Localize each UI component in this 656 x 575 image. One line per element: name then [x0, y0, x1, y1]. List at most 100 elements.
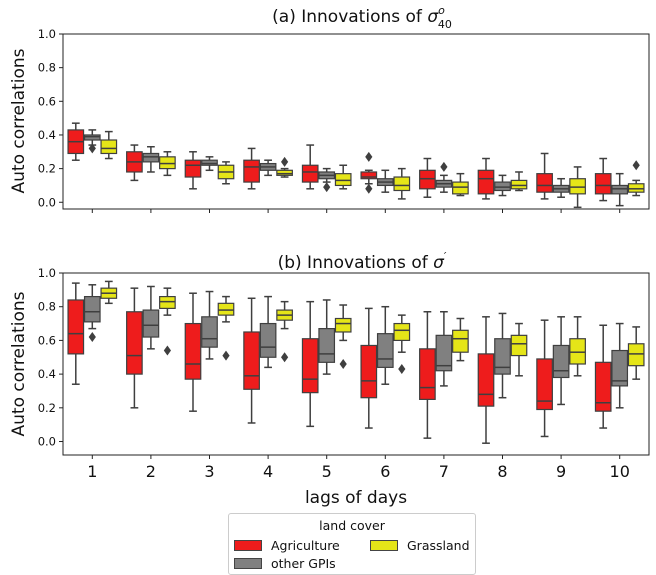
outlier-marker — [222, 350, 230, 361]
outlier-marker — [323, 182, 331, 193]
box-agriculture — [301, 338, 319, 394]
box-grassland — [452, 181, 469, 195]
box-grassland — [159, 156, 176, 170]
y-tick-label: 0.4 — [38, 128, 56, 142]
x-tick-label: 1 — [87, 462, 97, 481]
x-tick-label: 7 — [439, 462, 449, 481]
box-grassland — [627, 183, 645, 193]
box-agriculture — [419, 169, 436, 190]
outlier-marker — [632, 160, 640, 171]
outlier-marker — [163, 345, 171, 356]
y-tick-label: 1.0 — [38, 27, 56, 41]
box-grassland — [510, 334, 528, 357]
legend-label-agriculture: Agriculture — [271, 538, 340, 553]
box-agriculture — [243, 331, 260, 390]
box-other-gpis — [611, 349, 629, 387]
legend-swatch-other-gpis — [234, 558, 262, 569]
x-tick-label: 4 — [263, 462, 273, 481]
box-grassland — [276, 169, 293, 176]
box-other-gpis — [494, 181, 511, 192]
box-other-gpis — [201, 159, 218, 166]
y-tick-label: 0.8 — [38, 300, 56, 314]
y-tick-label: 0.2 — [38, 162, 56, 176]
x-tick-label: 8 — [497, 462, 507, 481]
outlier-marker — [398, 364, 406, 375]
legend-item-other-gpis: other GPIs — [234, 556, 336, 571]
box-other-gpis — [435, 334, 453, 372]
legend-swatch-grassland — [370, 540, 398, 551]
x-tick-label: 6 — [380, 462, 390, 481]
box-other-gpis — [83, 295, 101, 323]
y-tick-label: 0.0 — [38, 195, 56, 209]
box-other-gpis — [259, 322, 277, 358]
legend-title: land cover — [319, 518, 385, 533]
y-tick-label: 1.0 — [38, 266, 56, 280]
box-agriculture — [184, 322, 202, 380]
chart-title: (a) Innovations of σo 40 — [272, 4, 452, 31]
y-tick-label: 0.6 — [38, 94, 56, 108]
x-tick-label: 9 — [556, 462, 566, 481]
box-agriculture — [360, 344, 378, 399]
box-agriculture — [301, 164, 319, 183]
box-agriculture — [419, 348, 436, 400]
legend-swatch-agriculture — [234, 540, 262, 551]
box-grassland — [334, 173, 352, 187]
box-grassland — [569, 338, 586, 365]
box-agriculture — [477, 353, 495, 407]
box-agriculture — [184, 159, 202, 178]
box-agriculture — [126, 311, 143, 375]
x-tick-label: 5 — [322, 462, 332, 481]
box-other-gpis — [611, 184, 629, 195]
plot-frame — [62, 33, 650, 210]
y-tick-label: 0.4 — [38, 367, 56, 381]
outlier-marker — [440, 161, 448, 172]
y-tick-label: 0.6 — [38, 333, 56, 347]
x-axis-label: lags of days — [305, 488, 407, 508]
y-tick-label: 0.2 — [38, 401, 56, 415]
outlier-marker — [88, 332, 96, 343]
box-agriculture — [477, 169, 495, 195]
y-tick-label: 0.0 — [38, 435, 56, 449]
box-other-gpis — [83, 134, 101, 141]
box-agriculture — [594, 361, 612, 412]
legend-item-grassland: Grassland — [370, 538, 470, 553]
y-tick-label: 0.8 — [38, 61, 56, 75]
box-other-gpis — [201, 316, 218, 348]
x-tick-label: 3 — [204, 462, 214, 481]
box-grassland — [393, 322, 411, 342]
box-agriculture — [594, 173, 612, 195]
outlier-marker — [88, 143, 96, 154]
y-axis-label: Auto correlations — [9, 48, 29, 193]
box-other-gpis — [376, 333, 394, 368]
y-axis-label: Auto correlations — [9, 291, 29, 436]
outlier-marker — [365, 183, 373, 194]
box-other-gpis — [494, 338, 511, 375]
box-other-gpis — [318, 328, 336, 363]
legend-label-grassland: Grassland — [407, 538, 470, 553]
box-other-gpis — [552, 344, 570, 379]
outlier-marker — [339, 359, 347, 369]
box-grassland — [452, 329, 469, 353]
box-agriculture — [243, 159, 260, 183]
chart-panel-a: (a) Innovations of σo 40 Auto correlations… — [9, 4, 650, 213]
x-tick-label: 2 — [146, 462, 156, 481]
x-tick-label: 10 — [610, 462, 630, 481]
outlier-marker — [281, 352, 289, 363]
legend-label-other-gpis: other GPIs — [271, 556, 336, 571]
legend-item-agriculture: Agriculture — [234, 538, 340, 553]
outlier-marker — [365, 151, 373, 162]
box-agriculture — [360, 171, 378, 180]
chart-panel-b: (b) Innovations of σ′ Auto correlations 0.… — [9, 250, 650, 508]
box-grassland — [627, 343, 645, 367]
box-other-gpis — [142, 309, 160, 338]
chart-title: (b) Innovations of σ′ — [278, 250, 447, 273]
outlier-marker — [281, 156, 289, 167]
box-grassland — [217, 302, 235, 316]
box-grassland — [159, 295, 176, 309]
box-agriculture — [67, 299, 85, 355]
legend: land cover Agriculture Grassland other G… — [228, 513, 476, 575]
box-grassland — [334, 317, 352, 333]
plot-frame — [62, 272, 650, 456]
box-grassland — [100, 139, 118, 155]
